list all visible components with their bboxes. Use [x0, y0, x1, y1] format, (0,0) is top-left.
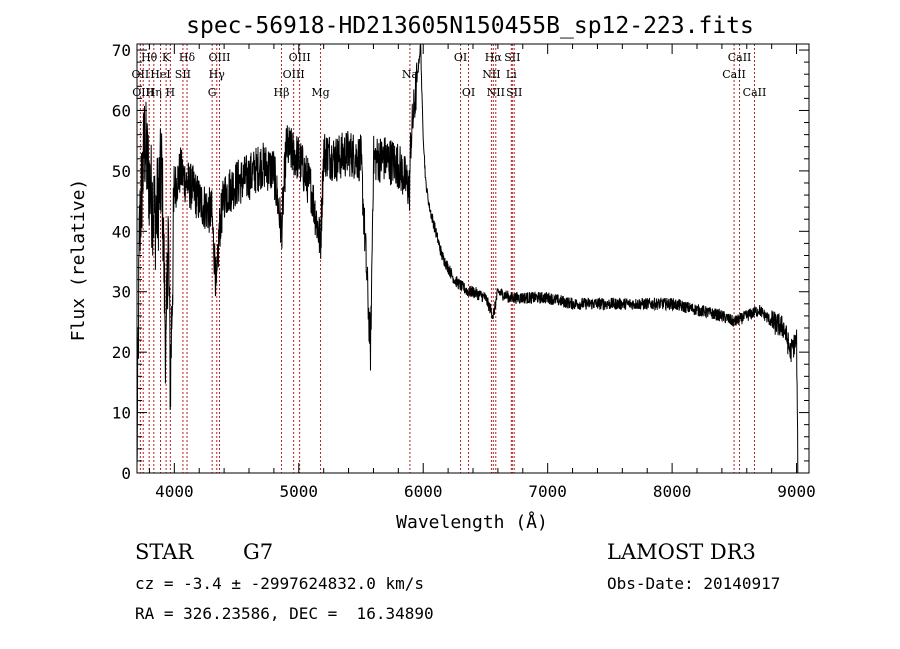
y-tick-label: 0: [121, 464, 131, 483]
line-label: Mg: [311, 86, 329, 99]
y-axis-label: Flux (relative): [68, 179, 89, 342]
x-tick-label: 4000: [155, 482, 194, 501]
y-tick-label: 10: [112, 404, 131, 423]
line-label: OI: [462, 86, 475, 99]
line-label: NII: [482, 68, 500, 81]
line-label: SII: [175, 68, 191, 81]
y-tick-label: 50: [112, 162, 131, 181]
line-label: OIII: [132, 86, 154, 99]
survey-name: LAMOST DR3: [607, 540, 756, 564]
line-label: K: [162, 51, 171, 64]
x-tick-label: 6000: [404, 482, 443, 501]
line-label: SII: [504, 51, 520, 64]
line-label: OIII: [289, 51, 311, 64]
x-tick-label: 5000: [280, 482, 319, 501]
redshift-line: cz = -3.4 ± -2997624832.0 km/s: [135, 574, 424, 593]
line-label: Hγ: [209, 68, 226, 81]
y-tick-label: 20: [112, 343, 131, 362]
line-label: Hδ: [179, 51, 196, 64]
line-label: Hα: [485, 51, 503, 64]
line-label: OIII: [283, 68, 305, 81]
axis-layer: 4000 5000 6000 7000 8000 9000 0 10 20 30 40 50 60 70: [112, 41, 816, 501]
line-label: SII: [506, 86, 522, 99]
coordinates-line: RA = 326.23586, DEC = 16.34890: [135, 604, 434, 623]
line-label: CaII: [743, 86, 767, 99]
line-label: Li: [506, 68, 517, 81]
obs-date: Obs-Date: 20140917: [607, 574, 781, 593]
line-label: OI: [454, 51, 467, 64]
spectrum-line: [136, 43, 799, 474]
chart-title: spec-56918-HD213605N150455B_sp12-223.fit…: [186, 13, 754, 39]
line-label: NII: [487, 86, 505, 99]
line-label: Hβ: [274, 86, 290, 99]
x-tick-label: 7000: [528, 482, 567, 501]
line-label: CaII: [728, 51, 752, 64]
line-label: Hη: [146, 86, 162, 99]
object-subclass: G7: [243, 540, 274, 564]
x-tick-label: 8000: [653, 482, 692, 501]
x-axis-label: Wavelength (Å): [396, 511, 548, 533]
line-marker-layer: [139, 44, 755, 473]
plot-frame: [136, 43, 810, 474]
line-label: H: [166, 86, 176, 99]
line-label-layer: OII OIII Hθ Hη HeI K H SII Hδ G Hγ OIII Hβ OIII OIII Mg…: [132, 51, 767, 99]
y-tick-label: 60: [112, 101, 131, 120]
line-label: CaII: [722, 68, 746, 81]
y-tick-label: 40: [112, 222, 131, 241]
y-tick-label: 70: [112, 41, 131, 60]
line-label: HeI: [150, 68, 170, 81]
line-label: OIII: [208, 51, 230, 64]
line-label: OII: [132, 68, 150, 81]
line-label: G: [208, 86, 217, 99]
y-tick-label: 30: [112, 283, 131, 302]
line-label: Hθ: [141, 51, 158, 64]
object-class: STAR: [135, 540, 194, 564]
line-label: Na: [402, 68, 419, 81]
x-tick-label: 9000: [777, 482, 816, 501]
